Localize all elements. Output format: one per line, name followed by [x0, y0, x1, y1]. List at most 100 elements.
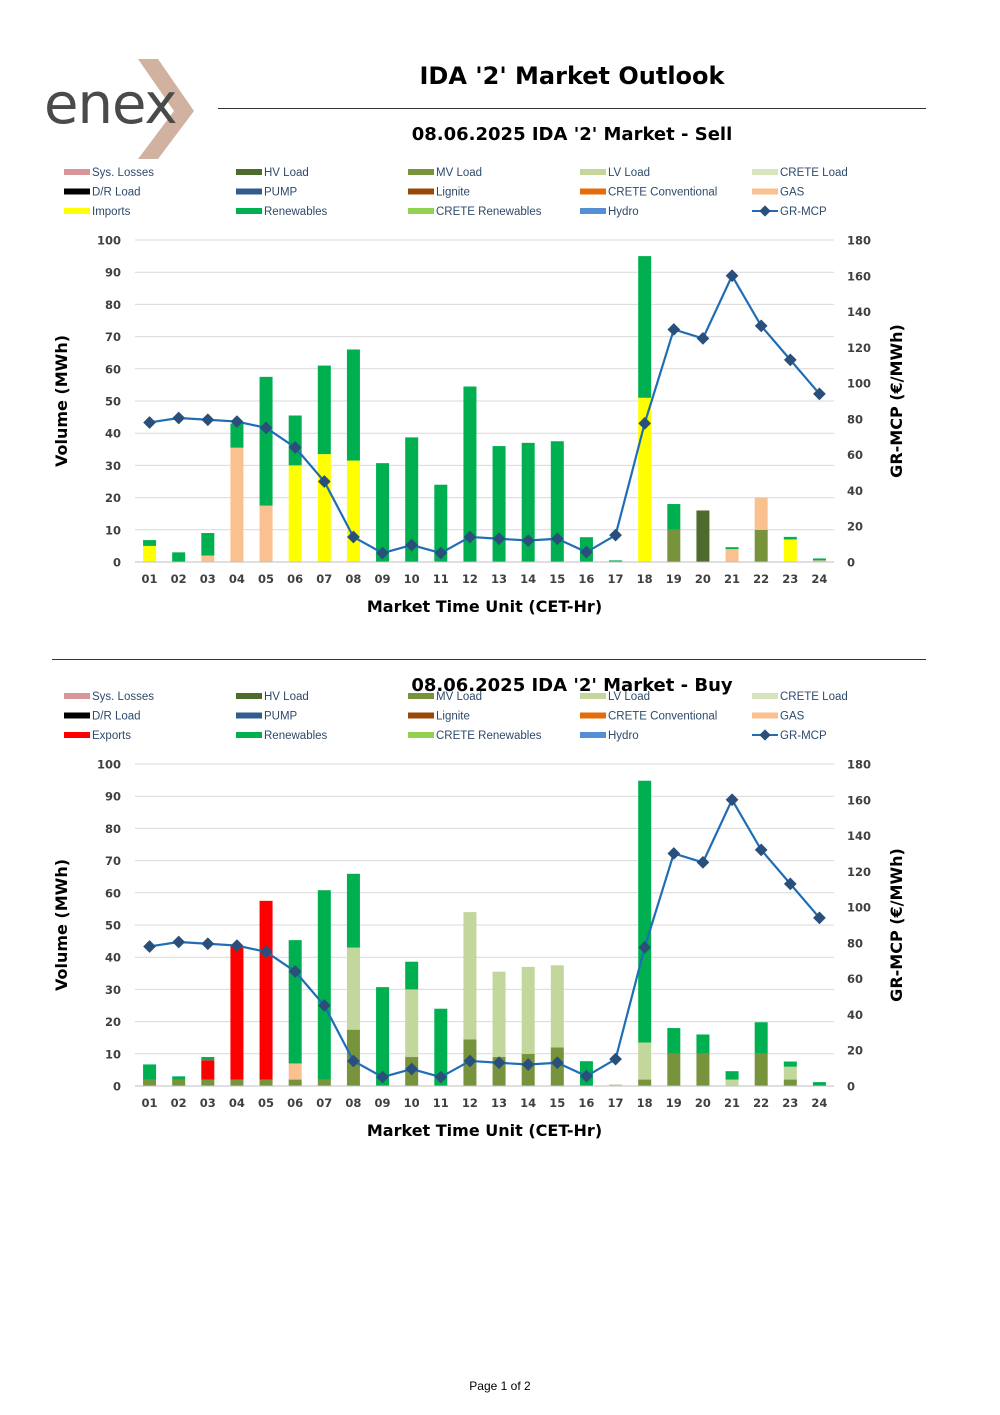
x-axis-title: Market Time Unit (CET-Hr)	[367, 597, 602, 616]
y2-tick-label: 160	[847, 269, 871, 283]
bar-mv-load	[754, 1053, 768, 1086]
y-tick-label: 70	[105, 854, 121, 868]
legend-swatch	[408, 208, 434, 214]
bar-lv-load	[725, 1079, 739, 1086]
bar-renewables	[638, 780, 652, 1043]
gr-mcp-point	[143, 416, 156, 429]
bar-lv-load	[405, 989, 419, 1058]
bar-exports	[230, 945, 244, 1080]
x-tick-label: 13	[491, 1096, 507, 1110]
legend-label: Hydro	[608, 206, 639, 218]
x-tick-label: 09	[375, 1096, 391, 1110]
y-axis-title: Volume (MWh)	[52, 335, 71, 467]
legend-label: MV Load	[436, 691, 482, 703]
legend-swatch	[64, 208, 90, 214]
bar-mv-load	[638, 1079, 652, 1086]
gr-mcp-line	[149, 797, 821, 1079]
y-tick-label: 80	[105, 822, 121, 836]
sell-chart-svg: 08.06.2025 IDA '2' Market - Sell Sys. Los…	[52, 124, 906, 616]
y-tick-label: 50	[105, 395, 121, 409]
legend-swatch	[64, 169, 90, 175]
bar-mv-load	[230, 1079, 244, 1086]
legend-swatch	[752, 169, 778, 175]
x-tick-label: 22	[753, 572, 769, 586]
x-tick-label: 17	[608, 572, 624, 586]
bar-renewables	[230, 423, 244, 448]
legend-marker	[759, 729, 771, 741]
bar-mv-load	[667, 529, 681, 562]
legend-marker	[759, 205, 771, 217]
gr-mcp-point	[609, 1052, 622, 1066]
y-tick-label: 100	[97, 234, 121, 248]
x-tick-label: 16	[578, 1096, 594, 1110]
bar-renewables	[783, 536, 797, 540]
y-tick-label: 30	[105, 983, 121, 997]
legend-swatch	[580, 188, 606, 195]
x-tick-label: 13	[491, 572, 507, 586]
bar-renewables	[143, 1064, 157, 1080]
x-tick-label: 06	[287, 1096, 303, 1110]
bar-renewables	[521, 442, 535, 562]
bar-renewables	[405, 961, 419, 990]
bar-exports	[259, 900, 273, 1080]
y-tick-label: 60	[105, 362, 121, 376]
y2-tick-label: 100	[847, 377, 871, 391]
legend-swatch	[408, 732, 434, 738]
y-tick-label: 20	[105, 491, 121, 505]
buy-chart: 08.06.2025 IDA '2' Market - Buy Sys. Loss…	[0, 668, 1000, 1148]
legend-label: CRETE Conventional	[608, 711, 717, 723]
bar-gas	[201, 555, 215, 562]
legend-swatch	[236, 208, 262, 214]
x-tick-label: 19	[666, 572, 682, 586]
y2-tick-label: 60	[847, 448, 863, 462]
y-tick-label: 10	[105, 523, 121, 537]
legend-swatch	[580, 732, 606, 738]
x-tick-label: 18	[637, 1096, 653, 1110]
x-tick-label: 01	[142, 572, 158, 586]
bar-renewables	[376, 463, 390, 562]
x-tick-label: 09	[375, 572, 391, 586]
x-tick-label: 08	[345, 1096, 361, 1110]
y2-tick-label: 120	[847, 865, 871, 879]
bar-renewables	[288, 940, 302, 1064]
logo-chevron-graphic	[138, 59, 194, 159]
legend-swatch	[236, 188, 262, 195]
bar-renewables	[725, 1071, 739, 1080]
y2-tick-label: 40	[847, 484, 863, 498]
legend-swatch	[580, 208, 606, 214]
x-tick-label: 01	[142, 1096, 158, 1110]
bar-mv-load	[172, 1079, 186, 1086]
legend-swatch	[408, 188, 434, 195]
legend-swatch	[752, 712, 778, 719]
y2-tick-label: 180	[847, 758, 871, 772]
y-axis-title: Volume (MWh)	[52, 859, 71, 991]
y-tick-label: 0	[113, 556, 121, 570]
gr-mcp-point	[143, 940, 156, 953]
gr-mcp-point	[201, 413, 215, 427]
bar-lv-load	[609, 1084, 623, 1086]
bar-renewables	[434, 484, 448, 562]
bar-renewables	[783, 1061, 797, 1067]
y2-tick-label: 140	[847, 305, 871, 319]
bar-imports	[317, 454, 331, 562]
bar-gas	[230, 447, 244, 562]
legend-swatch	[64, 712, 90, 719]
legend-label: CRETE Conventional	[608, 187, 717, 199]
x-tick-label: 10	[404, 572, 420, 586]
bar-renewables	[550, 441, 564, 562]
y-tick-label: 50	[105, 919, 121, 933]
x-tick-label: 06	[287, 572, 303, 586]
y-tick-label: 60	[105, 886, 121, 900]
y2-tick-label: 40	[847, 1008, 863, 1022]
legend-label: Renewables	[264, 206, 328, 218]
y2-axis-title: GR-MCP (€/MWh)	[887, 848, 906, 1002]
legend-label: CRETE Load	[780, 167, 848, 179]
x-tick-label: 11	[433, 1096, 449, 1110]
legend-label: Lignite	[436, 711, 470, 723]
legend-label: GR-MCP	[780, 730, 827, 742]
bar-renewables	[434, 1008, 448, 1086]
gr-mcp-point	[172, 935, 186, 949]
x-tick-label: 04	[229, 1096, 245, 1110]
x-tick-label: 21	[724, 1096, 740, 1110]
legend-swatch	[580, 169, 606, 175]
